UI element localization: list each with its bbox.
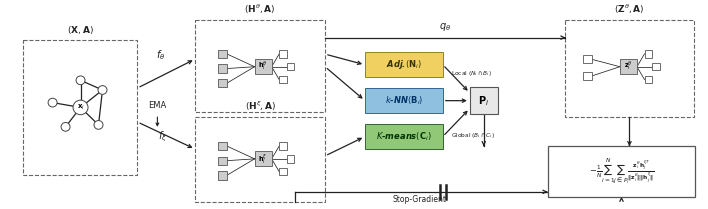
Circle shape [94, 121, 103, 129]
Text: $(\mathbf{H}^\theta, \mathbf{A})$: $(\mathbf{H}^\theta, \mathbf{A})$ [244, 3, 276, 16]
Text: EMA: EMA [148, 101, 166, 110]
Circle shape [73, 100, 88, 115]
Bar [365, 52, 442, 77]
Text: $\mathbf{h}_i^\xi$: $\mathbf{h}_i^\xi$ [258, 152, 268, 166]
Bar [218, 50, 227, 58]
Text: Local $(N_i \cap B_i)$: Local $(N_i \cap B_i)$ [451, 69, 492, 78]
Bar [583, 55, 592, 64]
Bar [279, 76, 287, 83]
Text: $f_\xi$: $f_\xi$ [158, 130, 167, 144]
Text: Adj.$(\mathbf{N}_i)$: Adj.$(\mathbf{N}_i)$ [386, 58, 422, 71]
Text: $\mathbf{P}_i$: $\mathbf{P}_i$ [478, 94, 489, 108]
Circle shape [98, 86, 107, 94]
Circle shape [61, 122, 70, 131]
Circle shape [76, 76, 85, 85]
Bar [365, 88, 442, 113]
Bar [195, 117, 325, 203]
Text: $\mathbf{z}_i^\theta$: $\mathbf{z}_i^\theta$ [624, 60, 633, 73]
Circle shape [48, 98, 57, 107]
Bar [287, 155, 295, 163]
Bar [255, 152, 272, 166]
Bar [279, 50, 287, 57]
Bar [470, 87, 498, 114]
Text: $\mathbf{x}_i$: $\mathbf{x}_i$ [76, 103, 84, 112]
Bar [218, 157, 227, 165]
Text: $(\mathbf{Z}^\theta, \mathbf{A})$: $(\mathbf{Z}^\theta, \mathbf{A})$ [614, 3, 645, 16]
Bar [547, 146, 695, 197]
Bar [279, 142, 287, 150]
Bar [279, 168, 287, 175]
Bar [620, 59, 637, 74]
Text: $f_\theta$: $f_\theta$ [156, 48, 165, 62]
Text: $K$-means$(\mathbf{C}_i)$: $K$-means$(\mathbf{C}_i)$ [376, 130, 432, 143]
Bar [195, 20, 325, 112]
Bar [218, 171, 227, 180]
Text: $-\frac{1}{N}\sum_{i=1}^{N}\sum_{j\in P_i}\frac{\mathbf{z}_i^\theta \mathbf{h}_j: $-\frac{1}{N}\sum_{i=1}^{N}\sum_{j\in P_… [589, 157, 654, 186]
Bar [365, 124, 442, 149]
Bar [564, 20, 695, 117]
Bar [583, 72, 592, 80]
Text: Stop-Gradient: Stop-Gradient [393, 195, 447, 204]
Bar [23, 40, 137, 175]
Text: $\mathbf{h}_i^\theta$: $\mathbf{h}_i^\theta$ [258, 60, 268, 73]
Bar [644, 76, 652, 83]
Bar [218, 79, 227, 87]
Text: $(\mathbf{X}, \mathbf{A})$: $(\mathbf{X}, \mathbf{A})$ [67, 24, 93, 36]
Text: $(\mathbf{H}^\xi, \mathbf{A})$: $(\mathbf{H}^\xi, \mathbf{A})$ [244, 100, 276, 113]
Bar [287, 63, 295, 70]
Text: $k$-NN$(\mathbf{B}_i)$: $k$-NN$(\mathbf{B}_i)$ [384, 94, 423, 107]
Bar [255, 59, 272, 74]
Bar [652, 63, 660, 70]
Bar [218, 64, 227, 73]
Bar [218, 142, 227, 150]
Bar [644, 50, 652, 57]
Text: Global $(B_i \cap C_i)$: Global $(B_i \cap C_i)$ [451, 131, 495, 140]
Text: $q_\theta$: $q_\theta$ [439, 21, 451, 33]
